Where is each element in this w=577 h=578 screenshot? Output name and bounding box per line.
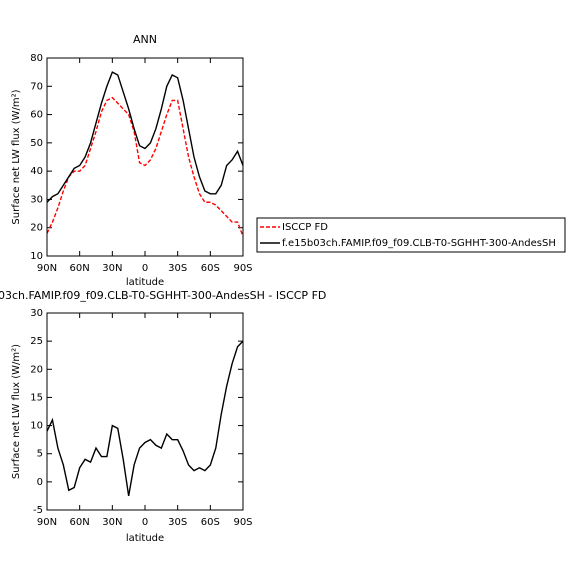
x-tick-label: 90N [37,517,57,528]
x-tick-label: 30S [168,517,187,528]
x-tick-label: 60S [201,517,220,528]
y-tick-label: 40 [30,166,43,177]
x-tick-label: 60N [70,517,90,528]
plot-frame [46,57,244,257]
plot-frame [46,312,244,511]
x-tick-label: 0 [142,517,148,528]
y-tick-label: 15 [30,392,43,403]
y-tick-label: 70 [30,81,43,92]
x-axis-label: latitude [126,533,164,544]
chart-title: f.e15b03ch.FAMIP.f09_f09.CLB-T0-SGHHT-30… [0,289,326,302]
data-line [46,96,244,237]
legend-box [256,217,566,253]
data-line [46,71,244,203]
y-tick-label: 20 [30,223,43,234]
y-tick-label: 30 [30,308,43,319]
x-tick-label: 30N [102,263,122,274]
y-axis-label: Surface net LW flux (W/m²) [11,344,22,479]
y-tick-label: 60 [30,110,43,121]
x-tick-label: 30S [168,263,187,274]
y-axis-label: Surface net LW flux (W/m²) [11,89,22,224]
y-tick-label: 50 [30,138,43,149]
x-tick-label: 0 [142,263,148,274]
x-tick-label: 30N [102,517,122,528]
x-axis-label: latitude [126,277,164,288]
y-tick-label: 0 [37,477,43,488]
x-tick-label: 90S [233,517,252,528]
y-tick-label: 25 [30,336,43,347]
x-tick-label: 60S [201,263,220,274]
x-tick-label: 90S [233,263,252,274]
y-tick-label: 5 [37,449,43,460]
chart-title: ANN [133,33,157,46]
legend-label: ISCCP FD [282,222,328,233]
y-tick-label: 30 [30,194,43,205]
y-tick-label: 80 [30,53,43,64]
x-tick-label: 60N [70,263,90,274]
y-tick-label: 10 [30,251,43,262]
y-tick-label: 20 [30,364,43,375]
legend-label: f.e15b03ch.FAMIP.f09_f09.CLB-T0-SGHHT-30… [282,238,556,249]
data-line [46,340,244,497]
x-tick-label: 90N [37,263,57,274]
y-tick-label: -5 [33,505,43,516]
y-tick-label: 10 [30,421,43,432]
